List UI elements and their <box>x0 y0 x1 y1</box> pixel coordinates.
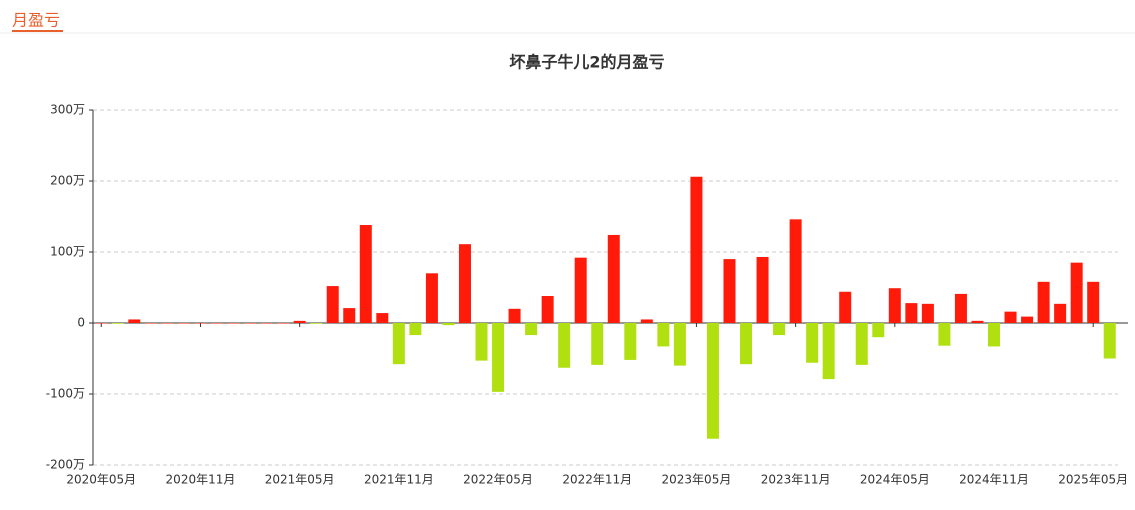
bar <box>1037 281 1050 323</box>
bar <box>624 323 637 360</box>
bar <box>740 323 753 365</box>
bar <box>144 323 157 324</box>
x-tick-label: 2021年11月 <box>364 473 434 487</box>
y-tick-label: 0 <box>77 316 85 330</box>
bar <box>905 303 918 323</box>
bar <box>574 257 587 323</box>
x-tick-label: 2023年11月 <box>761 473 831 487</box>
bar <box>888 288 901 323</box>
bar <box>492 323 505 392</box>
bar <box>690 176 703 323</box>
bar <box>988 323 1001 347</box>
bar <box>277 323 290 324</box>
bar <box>921 303 934 323</box>
y-tick-label: 100万 <box>50 245 85 259</box>
bar <box>591 323 604 365</box>
bar <box>260 323 273 324</box>
bar <box>194 323 207 324</box>
bar <box>938 323 951 346</box>
bar <box>541 296 554 323</box>
bar <box>392 323 405 365</box>
bar <box>1103 323 1116 359</box>
bar <box>409 323 422 336</box>
bar <box>954 293 967 323</box>
bar <box>789 219 802 323</box>
bar <box>475 323 488 361</box>
bar <box>558 323 571 368</box>
bar <box>706 323 719 439</box>
bar <box>227 323 240 324</box>
x-tick-label: 2022年05月 <box>463 473 533 487</box>
y-tick-label: 300万 <box>50 103 85 117</box>
bar <box>822 323 835 380</box>
x-tick-label: 2022年11月 <box>562 473 632 487</box>
bar <box>1004 311 1017 323</box>
bar <box>508 308 521 323</box>
y-tick-label: -100万 <box>46 387 85 401</box>
tab-title[interactable]: 月盈亏 <box>12 11 60 30</box>
bar <box>210 323 223 324</box>
bar <box>161 323 174 324</box>
bar <box>95 323 108 324</box>
bar <box>458 244 471 323</box>
bar <box>128 319 141 323</box>
bar <box>1087 281 1100 323</box>
bar <box>971 320 984 323</box>
bar <box>657 323 670 347</box>
bar <box>525 323 538 336</box>
x-tick-label: 2023年05月 <box>662 473 732 487</box>
bar <box>111 323 124 324</box>
bar <box>442 323 455 326</box>
bar <box>855 323 868 365</box>
bar <box>244 323 257 324</box>
bar <box>872 323 885 338</box>
bar <box>673 323 686 366</box>
bar <box>806 323 819 363</box>
x-tick-label: 2024年11月 <box>959 473 1029 487</box>
bar <box>607 234 620 323</box>
bar <box>723 259 736 323</box>
bar <box>293 320 306 323</box>
x-tick-label: 2025年05月 <box>1058 473 1128 487</box>
bar <box>359 225 372 323</box>
bar <box>376 313 389 323</box>
y-tick-label: -200万 <box>46 458 85 472</box>
bar <box>640 319 653 323</box>
bar <box>1070 262 1083 323</box>
bar <box>756 256 769 323</box>
y-tick-label: 200万 <box>50 174 85 188</box>
bar <box>425 273 438 323</box>
bar <box>310 323 323 324</box>
bar <box>839 291 852 323</box>
bar <box>343 308 356 323</box>
x-tick-label: 2020年05月 <box>66 473 136 487</box>
bar <box>177 323 190 324</box>
bar <box>326 286 339 323</box>
x-tick-label: 2024年05月 <box>860 473 930 487</box>
x-tick-label: 2021年05月 <box>265 473 335 487</box>
bar <box>1054 303 1067 323</box>
bar <box>1021 316 1034 323</box>
chart-title: 坏鼻子牛儿2的月盈亏 <box>509 53 664 72</box>
x-tick-label: 2020年11月 <box>166 473 236 487</box>
bar <box>773 323 786 336</box>
